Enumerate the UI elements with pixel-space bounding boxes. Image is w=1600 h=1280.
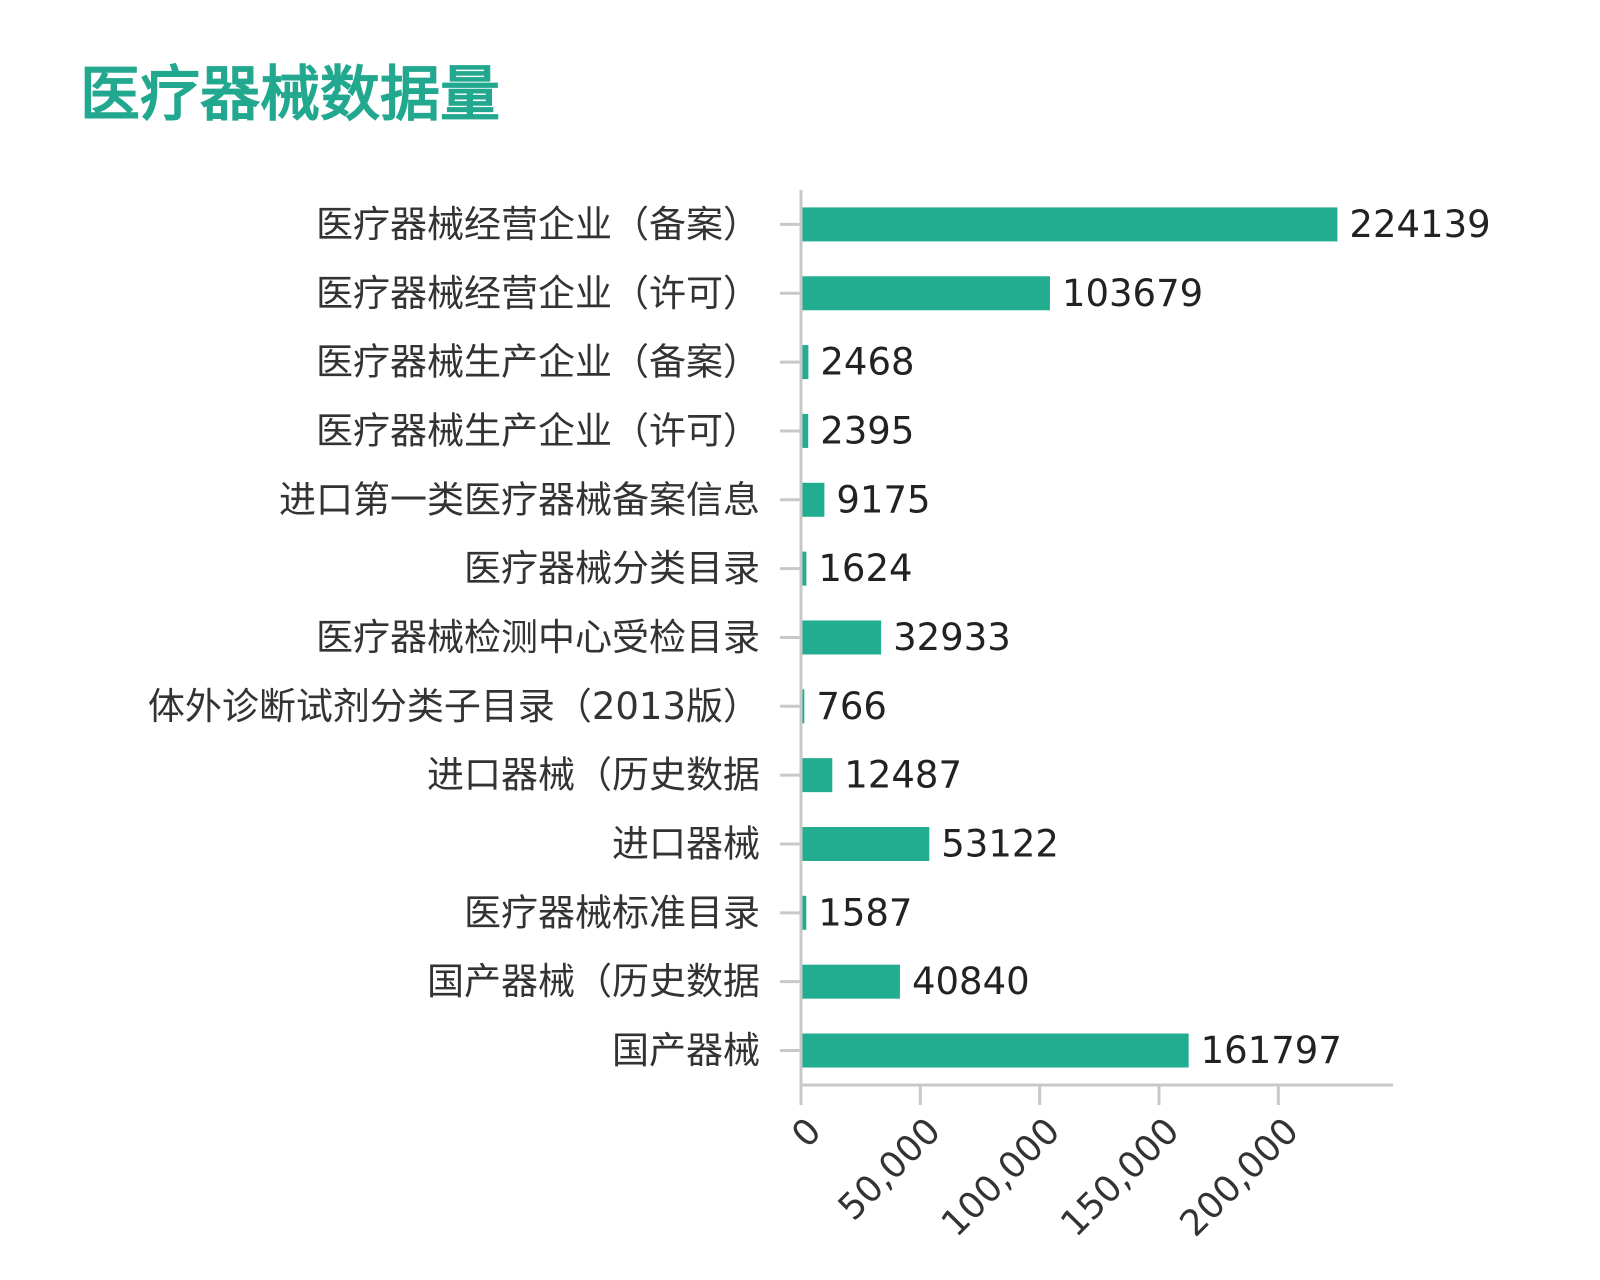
- category-label: 进口第一类医疗器械备案信息: [279, 478, 760, 521]
- category-label: 体外诊断试剂分类子目录（2013版）: [148, 685, 760, 728]
- value-label: 2468: [820, 341, 914, 384]
- category-label: 医疗器械生产企业（备案）: [316, 341, 760, 384]
- chart-title: 医疗器械数据量: [80, 60, 500, 130]
- value-label: 12487: [844, 754, 962, 797]
- bar: [802, 826, 930, 861]
- bar: [802, 964, 900, 999]
- category-label: 医疗器械标准目录: [464, 891, 760, 934]
- value-label: 161797: [1201, 1029, 1342, 1072]
- value-label: 766: [816, 685, 887, 728]
- x-tick-label: 150,000: [1053, 1111, 1187, 1245]
- x-tick-label: 200,000: [1173, 1111, 1307, 1245]
- bar: [802, 207, 1338, 242]
- axes: [780, 190, 1393, 1087]
- bar: [802, 895, 807, 930]
- category-label: 医疗器械生产企业（许可）: [316, 409, 760, 452]
- category-label: 国产器械（历史数据: [427, 960, 760, 1003]
- value-label: 1587: [818, 891, 912, 934]
- value-label: 9175: [836, 478, 930, 521]
- value-label: 53122: [941, 822, 1059, 865]
- value-label: 32933: [893, 616, 1011, 659]
- bar: [802, 413, 809, 448]
- category-label: 医疗器械经营企业（备案）: [316, 203, 760, 246]
- category-label: 医疗器械检测中心受检目录: [316, 616, 760, 659]
- bar: [802, 620, 882, 655]
- bars: [802, 207, 1338, 1068]
- category-label: 进口器械: [612, 822, 760, 865]
- x-tick-label: 100,000: [934, 1111, 1068, 1245]
- x-tick-label: 0: [784, 1111, 829, 1156]
- bar: [802, 1033, 1189, 1068]
- value-label: 103679: [1062, 272, 1203, 315]
- category-label: 医疗器械经营企业（许可）: [316, 272, 760, 315]
- x-tick-label: 50,000: [831, 1111, 949, 1229]
- value-label: 2395: [820, 409, 914, 452]
- bar: [802, 482, 825, 517]
- bar: [802, 551, 807, 586]
- value-label: 224139: [1349, 203, 1490, 246]
- bar: [802, 758, 833, 793]
- category-label: 进口器械（历史数据: [427, 754, 760, 797]
- category-label: 国产器械: [612, 1029, 760, 1072]
- value-label: 40840: [912, 960, 1030, 1003]
- category-label: 医疗器械分类目录: [464, 547, 760, 590]
- bar: [802, 276, 1050, 311]
- bar: [802, 689, 805, 724]
- category-labels: 医疗器械经营企业（备案） 医疗器械经营企业（许可） 医疗器械生产企业（备案） 医疗器械…: [148, 203, 760, 1072]
- bar: [802, 345, 809, 380]
- value-label: 1624: [818, 547, 912, 590]
